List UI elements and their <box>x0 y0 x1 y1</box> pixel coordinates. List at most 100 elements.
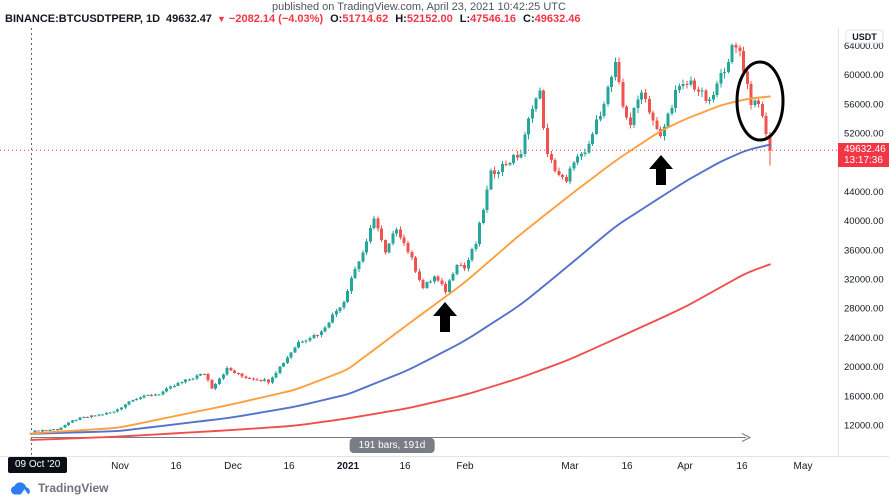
candle-body <box>395 229 399 234</box>
time-tick-label: May <box>794 461 813 472</box>
candle-body <box>659 128 663 137</box>
measure-start-date-badge: 09 Oct '20 <box>8 457 68 473</box>
time-tick-label: Nov <box>111 461 129 472</box>
candle-body <box>500 163 504 173</box>
candle-body <box>270 377 274 383</box>
candle-body <box>598 116 602 120</box>
candle-body <box>398 229 402 238</box>
time-tick-label: Apr <box>677 461 693 472</box>
candle-body <box>545 128 549 154</box>
candle-body <box>726 62 730 72</box>
candle-body <box>365 241 369 253</box>
candle-body <box>278 366 282 373</box>
candle-body <box>361 252 365 262</box>
candle-body <box>331 314 335 323</box>
candle-body <box>704 90 708 101</box>
candle-body <box>142 395 146 398</box>
candle-body <box>312 335 316 339</box>
candle-body <box>289 352 293 358</box>
candle-body <box>97 414 101 416</box>
candle-body <box>670 107 674 114</box>
candle-body <box>74 419 78 421</box>
currency-label: USDT <box>852 32 877 42</box>
candle-body <box>161 391 165 395</box>
candle-body <box>59 427 63 430</box>
price-tick-label: 56000.00 <box>844 99 884 110</box>
candle-body <box>621 82 625 107</box>
price-scale[interactable]: 64000.00 60000.00 56000.00 52000.00 44000.00… <box>838 28 889 474</box>
time-tick-label: 16 <box>283 461 295 472</box>
candlestick-series <box>29 42 772 435</box>
candle-body <box>368 228 372 242</box>
current-price-value: 49632.46 <box>844 144 886 155</box>
price-change: ▼ −2082.14 (−4.03%) <box>217 13 323 25</box>
candle-body <box>515 154 519 158</box>
candle-body <box>447 280 451 293</box>
candle-body <box>195 375 199 379</box>
price-tick-label: 36000.00 <box>844 245 884 256</box>
candle-body <box>323 327 327 332</box>
candle-body <box>542 90 546 129</box>
time-tick-label: Mar <box>561 461 579 472</box>
candle-body <box>610 77 614 87</box>
candle-body <box>485 189 489 211</box>
ellipse-annotation[interactable] <box>735 60 785 142</box>
candle-body <box>267 379 271 383</box>
time-tick-label: 16 <box>621 461 633 472</box>
measure-tool <box>31 28 752 456</box>
candle-body <box>414 257 418 272</box>
candle-body <box>104 412 108 415</box>
candle-body <box>481 210 485 223</box>
candle-body <box>402 237 406 243</box>
change-value: −2082.14 (−4.03%) <box>228 13 324 25</box>
time-scale[interactable]: 16Nov16Dec16202116FebMar16Apr16May <box>0 456 889 474</box>
candle-body <box>300 341 304 343</box>
candle-body <box>251 378 255 380</box>
time-scale-bg <box>0 456 889 474</box>
candle-body <box>753 100 757 106</box>
tradingview-logo[interactable]: TradingView <box>9 480 108 496</box>
candle-body <box>316 335 320 337</box>
candle-body <box>459 264 463 266</box>
candle-body <box>78 417 82 420</box>
candle-body <box>553 159 557 171</box>
candle-body <box>236 372 240 374</box>
time-tick-label: 2021 <box>337 461 360 472</box>
candle-body <box>757 100 761 104</box>
candle-body <box>470 249 474 260</box>
price-tick-label: 24000.00 <box>844 333 884 344</box>
candle-body <box>202 373 206 375</box>
symbol-name[interactable]: BINANCE:BTCUSDTPERP, 1D <box>5 13 161 25</box>
candle-body <box>696 89 700 92</box>
candle-body <box>602 104 606 117</box>
candle-body <box>259 380 263 382</box>
candle-body <box>474 243 478 250</box>
candle-body <box>165 388 169 392</box>
candle-body <box>410 251 414 258</box>
up-arrow-annotation-2[interactable] <box>649 155 673 185</box>
candle-body <box>440 280 444 284</box>
candle-body <box>764 115 768 135</box>
candle-body <box>176 382 180 386</box>
candle-body <box>417 271 421 281</box>
candle-body <box>293 347 297 353</box>
candle-body <box>206 373 210 381</box>
candle-body <box>380 228 384 241</box>
candle-body <box>157 394 161 396</box>
candle-body <box>221 374 225 379</box>
candle-body <box>180 381 184 383</box>
candle-body <box>52 429 56 431</box>
candle-body <box>406 242 410 252</box>
time-tick-label: Feb <box>456 461 474 472</box>
up-arrow-annotation-1[interactable] <box>433 302 457 332</box>
candle-body <box>93 415 97 417</box>
candle-body <box>138 397 142 399</box>
candle-body <box>583 152 587 155</box>
candle-body <box>123 404 127 408</box>
candle-body <box>218 378 221 384</box>
candle-body <box>67 422 71 426</box>
candle-body <box>768 135 772 151</box>
candle-body <box>595 119 598 134</box>
candle-body <box>304 340 308 342</box>
